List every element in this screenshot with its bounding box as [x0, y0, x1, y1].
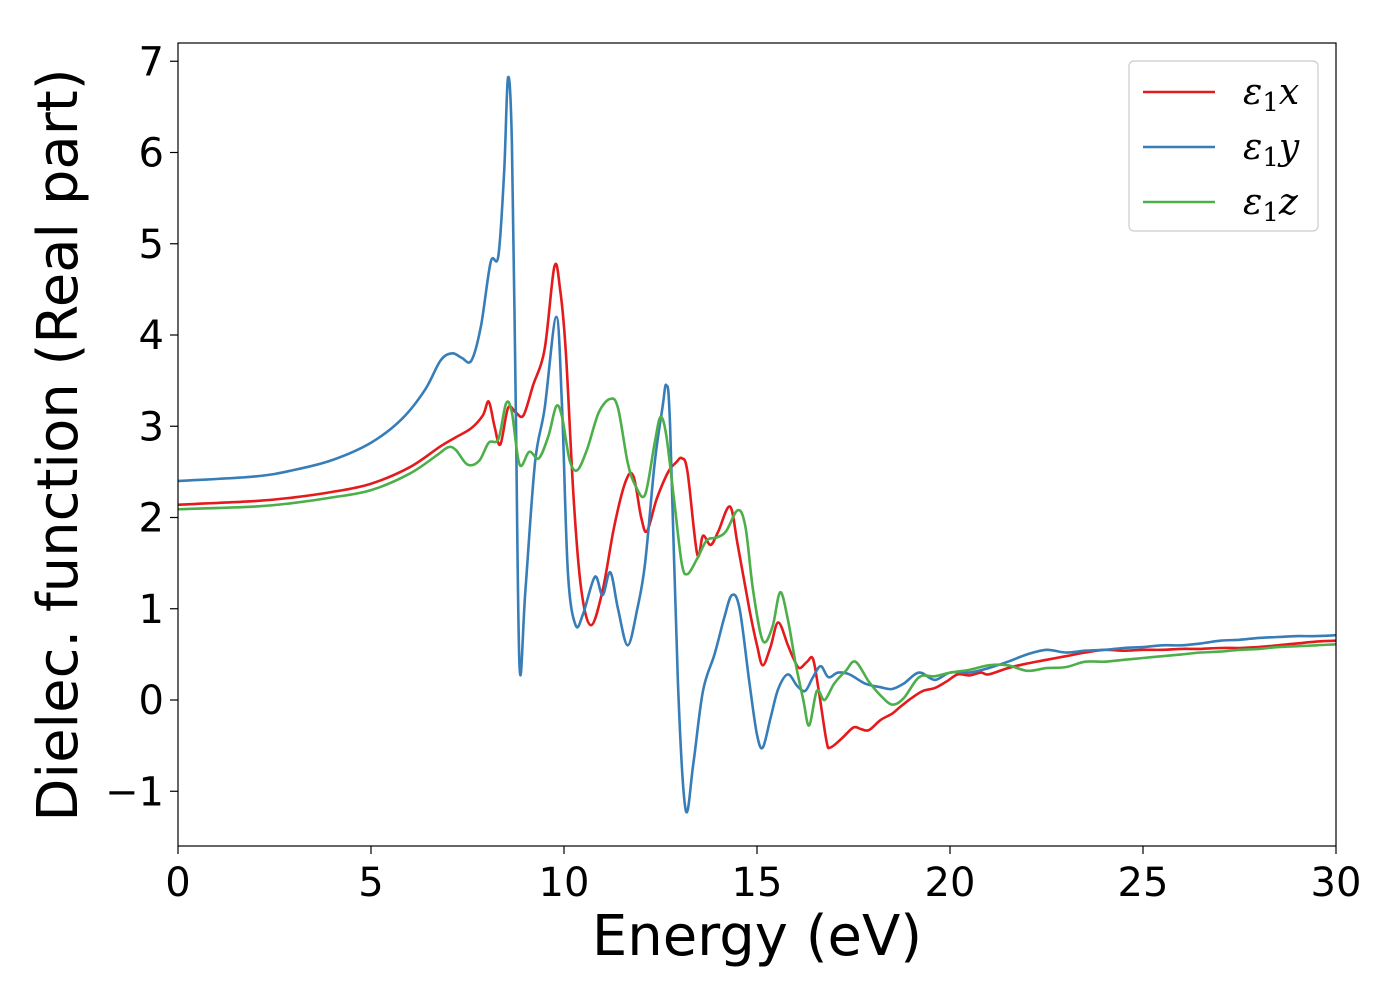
- y-tick-label: 4: [139, 313, 164, 359]
- y-tick-label: 0: [139, 678, 164, 724]
- series-line-z: [178, 397, 1336, 727]
- x-tick-label: 20: [925, 860, 976, 906]
- legend-label-y: ε1y: [1243, 127, 1300, 173]
- legend-box: [1128, 60, 1319, 232]
- y-axis-ticks: −1 0 1 2 3 4 5 6 7: [105, 39, 178, 815]
- series-line-x: [178, 262, 1336, 750]
- x-axis-title: Energy (eV): [592, 904, 922, 969]
- y-tick-label: 1: [139, 587, 164, 633]
- series-group: [178, 75, 1336, 814]
- legend: ε1x ε1y ε1z: [1128, 60, 1319, 232]
- y-tick-label: −1: [105, 769, 164, 815]
- x-tick-label: 15: [732, 860, 783, 906]
- x-tick-label: 5: [358, 860, 383, 906]
- x-tick-label: 25: [1118, 860, 1169, 906]
- y-tick-label: 6: [139, 131, 164, 177]
- series-line-y: [178, 75, 1336, 814]
- legend-label-x: ε1x: [1243, 72, 1299, 118]
- y-tick-label: 2: [139, 496, 164, 542]
- y-tick-label: 5: [139, 222, 164, 268]
- x-axis-ticks: 0 5 10 15 20 25 30: [165, 846, 1361, 906]
- x-tick-label: 0: [165, 860, 190, 906]
- y-tick-label: 7: [139, 39, 164, 85]
- y-axis-title: Dielec. function (Real part): [26, 68, 91, 821]
- y-tick-label: 3: [139, 404, 164, 450]
- x-tick-label: 10: [539, 860, 590, 906]
- legend-label-z: ε1z: [1243, 182, 1299, 228]
- x-tick-label: 30: [1311, 860, 1362, 906]
